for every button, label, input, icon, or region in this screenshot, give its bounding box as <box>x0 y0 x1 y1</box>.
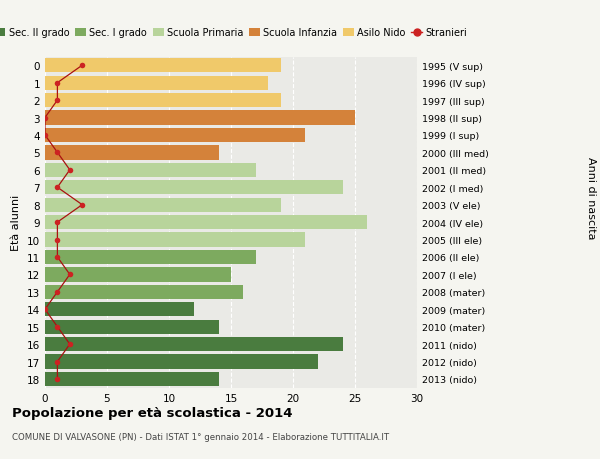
Bar <box>45 198 281 213</box>
Point <box>53 184 62 191</box>
Bar <box>45 111 355 125</box>
Bar <box>45 181 343 195</box>
Point <box>53 149 62 157</box>
Point <box>53 219 62 226</box>
Bar <box>45 233 305 247</box>
Bar <box>45 215 367 230</box>
Bar <box>45 320 218 334</box>
Point <box>65 167 74 174</box>
Point <box>53 97 62 105</box>
Bar <box>45 76 268 90</box>
Point <box>53 80 62 87</box>
Point <box>40 132 50 140</box>
Text: Anni di nascita: Anni di nascita <box>586 156 596 239</box>
Bar <box>45 59 281 73</box>
Point <box>40 115 50 122</box>
Point <box>77 202 87 209</box>
Bar <box>45 146 218 160</box>
Bar <box>45 250 256 264</box>
Bar <box>45 372 218 386</box>
Bar <box>45 129 305 143</box>
Point <box>53 375 62 383</box>
Bar <box>45 94 281 108</box>
Point <box>65 271 74 279</box>
Point <box>53 236 62 244</box>
Bar <box>45 355 318 369</box>
Bar <box>45 302 194 317</box>
Point <box>53 254 62 261</box>
Bar <box>45 337 343 352</box>
Point <box>77 62 87 70</box>
Point <box>53 358 62 365</box>
Point <box>40 306 50 313</box>
Bar <box>45 268 231 282</box>
Bar <box>45 285 244 299</box>
Legend: Sec. II grado, Sec. I grado, Scuola Primaria, Scuola Infanzia, Asilo Nido, Stran: Sec. II grado, Sec. I grado, Scuola Prim… <box>0 24 471 42</box>
Y-axis label: Età alunni: Età alunni <box>11 195 22 251</box>
Text: COMUNE DI VALVASONE (PN) - Dati ISTAT 1° gennaio 2014 - Elaborazione TUTTITALIA.: COMUNE DI VALVASONE (PN) - Dati ISTAT 1°… <box>12 432 389 442</box>
Bar <box>45 163 256 178</box>
Point <box>53 323 62 330</box>
Point <box>53 289 62 296</box>
Point <box>65 341 74 348</box>
Text: Popolazione per età scolastica - 2014: Popolazione per età scolastica - 2014 <box>12 406 293 419</box>
